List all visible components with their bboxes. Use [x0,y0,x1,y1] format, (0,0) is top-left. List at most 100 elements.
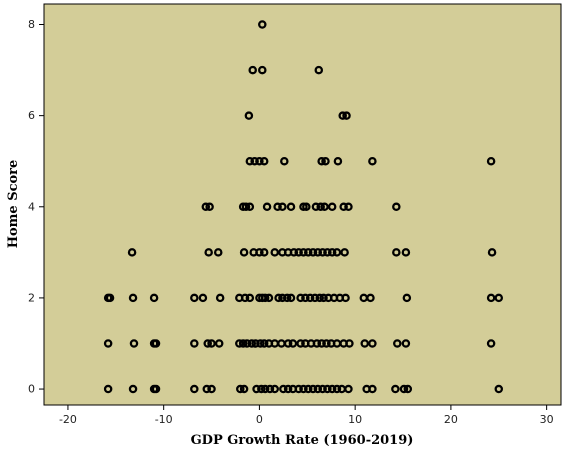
data-point [245,293,255,303]
data-point [401,248,411,257]
data-point [486,339,496,348]
data-point [239,248,249,257]
data-point [345,339,354,348]
data-point [278,202,287,212]
data-point [317,339,326,348]
data-point [360,339,369,348]
data-point [203,339,212,348]
data-point [273,202,282,212]
data-point [238,339,248,348]
data-point [366,293,375,303]
data-point [236,384,245,394]
x-axis-label: GDP Growth Rate (1960-2019) [191,433,414,448]
data-point [258,65,267,75]
data-point [270,248,279,257]
data-point [198,293,208,303]
data-point [311,202,321,212]
data-point [260,293,270,303]
data-point [260,384,270,394]
data-point [327,202,337,212]
data-point [190,339,199,348]
data-point [201,202,211,212]
x-axis: -20 -10 0 10 20 30 [59,405,554,426]
data-point [127,248,137,257]
data-point [244,111,254,120]
data-point [323,384,332,394]
data-point [339,202,348,212]
data-point [301,293,310,303]
data-point [332,248,342,257]
data-point [317,156,326,166]
data-point [282,293,292,303]
data-point [494,293,504,303]
data-point [299,384,308,394]
data-point [255,248,264,257]
data-point [294,248,303,257]
data-point [494,384,504,394]
data-point [303,248,313,257]
data-point [392,248,401,257]
data-point [316,202,325,212]
data-point [327,384,337,394]
data-point [286,293,296,303]
data-point [344,202,353,212]
data-point [283,339,293,348]
data-point [333,156,343,166]
data-point [259,339,269,348]
data-point [245,202,255,212]
data-point [314,65,324,75]
data-point [151,384,161,394]
x-tick-label: -20 [59,413,77,426]
data-point [332,384,342,394]
data-point [264,293,274,303]
data-point [262,202,272,212]
data-point [270,384,279,394]
data-point [327,248,337,257]
data-point [299,248,308,257]
data-point [103,339,113,348]
data-point [321,156,330,166]
data-point [294,384,303,394]
data-point [258,20,267,29]
data-point [259,248,269,257]
data-points [103,20,504,394]
data-point [151,339,161,348]
data-point [318,248,327,257]
data-point [308,384,318,394]
data-point [255,156,264,166]
data-point [486,293,496,303]
data-point [129,339,139,348]
data-point [344,384,353,394]
data-point [286,202,296,212]
x-tick-label: 30 [540,413,554,426]
y-tick-label: 4 [28,200,35,213]
data-point [280,156,289,166]
data-point [368,339,377,348]
data-point [313,384,323,394]
data-point [318,384,327,394]
data-point [402,293,412,303]
data-point [235,339,244,348]
data-point [320,202,329,212]
data-point [323,248,332,257]
data-point [202,384,212,394]
data-point [289,248,299,257]
data-point [487,248,497,257]
data-point [274,293,283,303]
data-point [103,384,113,394]
data-point [256,339,265,348]
y-axis: 0 2 4 6 8 [28,18,44,396]
data-point [296,339,305,348]
data-point [315,293,324,303]
y-tick-label: 6 [28,109,35,122]
y-axis-label: Home Score [6,160,21,249]
data-point [128,293,138,303]
x-tick-label: 10 [348,413,362,426]
data-point [338,111,347,120]
data-point [303,384,313,394]
data-point [205,202,214,212]
data-point [257,384,266,394]
data-point [252,384,261,394]
data-point [250,156,259,166]
data-point [248,65,257,75]
